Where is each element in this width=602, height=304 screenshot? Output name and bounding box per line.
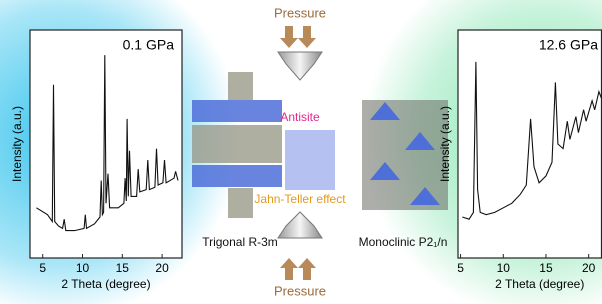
middle-structure [285, 130, 335, 190]
x-tick-label: 10 [497, 261, 511, 275]
y-axis-label: Intensity (a.u.) [438, 106, 452, 182]
figure: Pressure Pressure Antisite Jahn-Teller e… [0, 0, 602, 304]
monoclinic-structure [362, 100, 448, 210]
x-tick-label: 15 [116, 261, 130, 275]
label: Monoclinic P2₁/n [359, 235, 448, 249]
label: Pressure [274, 283, 326, 298]
x-tick-label: 5 [39, 261, 46, 275]
layer [192, 100, 282, 122]
layer [228, 188, 253, 218]
chart-title: 12.6 GPa [539, 37, 598, 53]
x-axis-label: 2 Theta (degree) [61, 277, 150, 291]
x-tick-label: 20 [155, 261, 169, 275]
layer [192, 165, 282, 187]
layer [285, 130, 335, 190]
label: Jahn-Teller effect [254, 192, 346, 206]
label: Pressure [274, 5, 326, 20]
plot-frame [458, 30, 602, 258]
x-tick-label: 5 [457, 261, 464, 275]
x-tick-label: 20 [582, 261, 596, 275]
label: Trigonal R-3m [202, 235, 278, 249]
x-tick-label: 15 [539, 261, 553, 275]
layer [228, 72, 253, 100]
layer [192, 125, 282, 163]
x-tick-label: 10 [76, 261, 90, 275]
chart-title: 0.1 GPa [123, 37, 175, 53]
y-axis-label: Intensity (a.u.) [10, 106, 24, 182]
label: Antisite [280, 110, 320, 124]
x-axis-label: 2 Theta (degree) [495, 277, 584, 291]
